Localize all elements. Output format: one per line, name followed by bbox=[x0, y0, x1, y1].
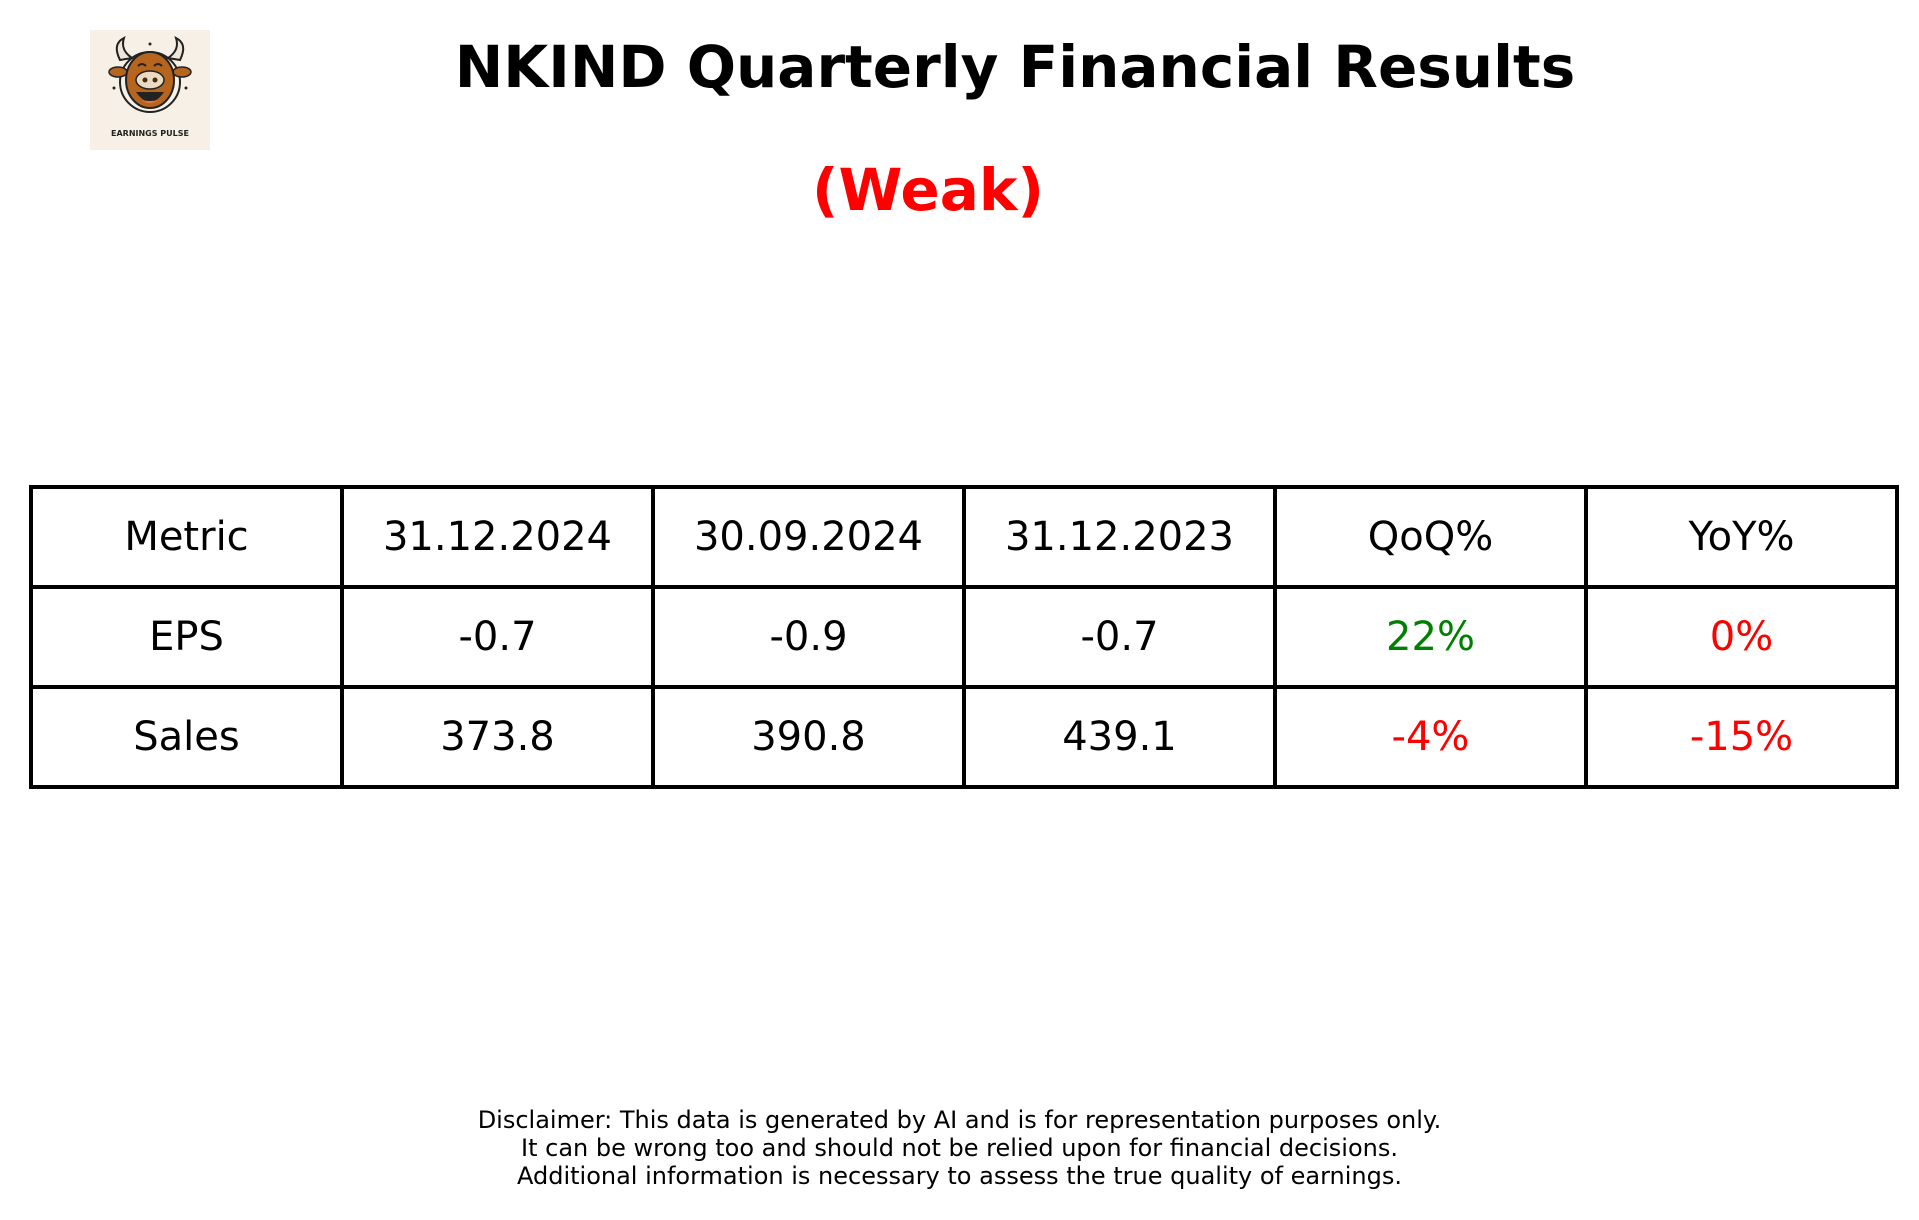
metric-cell: EPS bbox=[29, 585, 344, 689]
value-cell: -0.9 bbox=[651, 585, 966, 689]
page-title: NKIND Quarterly Financial Results bbox=[454, 33, 1576, 101]
table-header-row: Metric 31.12.2024 30.09.2024 31.12.2023 … bbox=[29, 485, 1899, 589]
column-header: YoY% bbox=[1584, 485, 1899, 589]
bull-mascot-icon: EARNINGS PULSE bbox=[108, 36, 192, 138]
column-header: Metric bbox=[29, 485, 344, 589]
value-cell: -0.7 bbox=[340, 585, 655, 689]
results-table: Metric 31.12.2024 30.09.2024 31.12.2023 … bbox=[29, 485, 1899, 789]
svg-text:EARNINGS PULSE: EARNINGS PULSE bbox=[111, 129, 189, 138]
disclaimer-line: Disclaimer: This data is generated by AI… bbox=[477, 1106, 1442, 1134]
rating-badge: (Weak) bbox=[812, 156, 1044, 224]
disclaimer-line: Additional information is necessary to a… bbox=[516, 1162, 1402, 1190]
qoq-cell: -4% bbox=[1273, 685, 1588, 789]
column-header: 31.12.2024 bbox=[340, 485, 655, 589]
table-row-eps: EPS -0.7 -0.9 -0.7 22% 0% bbox=[29, 585, 1899, 689]
yoy-cell: -15% bbox=[1584, 685, 1899, 789]
value-cell: 439.1 bbox=[962, 685, 1277, 789]
disclaimer-line: It can be wrong too and should not be re… bbox=[521, 1134, 1398, 1162]
disclaimer: Disclaimer: This data is generated by AI… bbox=[0, 1106, 1919, 1190]
earnings-pulse-logo: EARNINGS PULSE bbox=[90, 30, 210, 150]
value-cell: -0.7 bbox=[962, 585, 1277, 689]
value-cell: 390.8 bbox=[651, 685, 966, 789]
qoq-cell: 22% bbox=[1273, 585, 1588, 689]
table-row-sales: Sales 373.8 390.8 439.1 -4% -15% bbox=[29, 685, 1899, 789]
yoy-cell: 0% bbox=[1584, 585, 1899, 689]
metric-cell: Sales bbox=[29, 685, 344, 789]
value-cell: 373.8 bbox=[340, 685, 655, 789]
column-header: 30.09.2024 bbox=[651, 485, 966, 589]
column-header: QoQ% bbox=[1273, 485, 1588, 589]
column-header: 31.12.2023 bbox=[962, 485, 1277, 589]
